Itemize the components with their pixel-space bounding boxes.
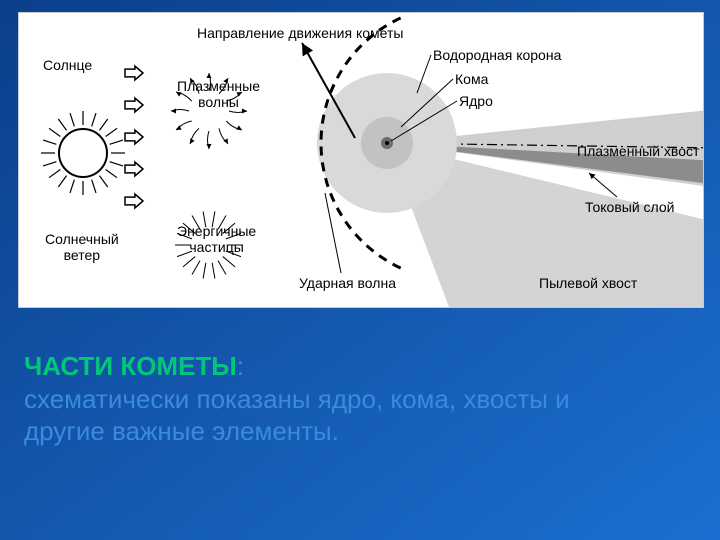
label-plasma-tail: Плазменный хвост — [577, 143, 699, 159]
label-energetic-particles: Энергичныечастицы — [177, 223, 256, 255]
slide-root: Солнце Солнечныйветер Плазменныеволны Эн… — [0, 0, 720, 540]
comet-diagram-svg — [19, 13, 703, 307]
label-comet-direction: Направление движения кометы — [197, 25, 403, 41]
label-hydrogen-corona: Водородная корона — [433, 47, 561, 63]
label-coma: Кома — [455, 71, 488, 87]
label-sun: Солнце — [43, 57, 92, 73]
comet-diagram: Солнце Солнечныйветер Плазменныеволны Эн… — [18, 12, 704, 308]
label-solar-wind: Солнечныйветер — [45, 231, 119, 263]
caption-body: схематически показаны ядро, кома, хвосты… — [24, 384, 570, 447]
label-dust-tail: Пылевой хвост — [539, 275, 637, 291]
label-shock-wave: Ударная волна — [299, 275, 396, 291]
caption-colon: : — [237, 351, 244, 381]
label-plasma-waves: Плазменныеволны — [177, 78, 260, 110]
caption-block: ЧАСТИ КОМЕТЫ: схематически показаны ядро… — [24, 350, 584, 448]
caption-title: ЧАСТИ КОМЕТЫ — [24, 351, 237, 381]
label-current-sheet: Токовый слой — [585, 199, 674, 215]
label-nucleus: Ядро — [459, 93, 493, 109]
